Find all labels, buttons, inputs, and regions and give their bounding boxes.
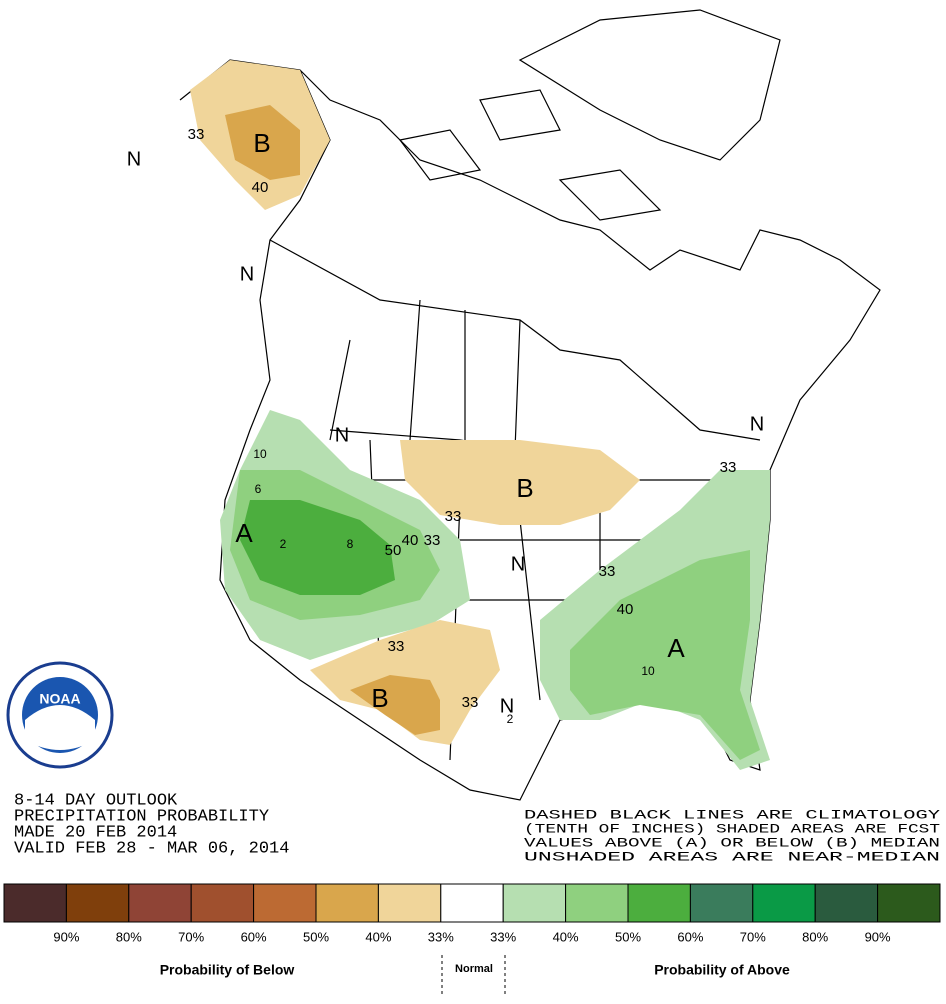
- map-label: B: [371, 683, 388, 713]
- legend-label: 90%: [865, 929, 891, 944]
- map-label: N: [511, 553, 525, 575]
- map-label: 6: [255, 482, 262, 496]
- legend-label: 70%: [178, 929, 204, 944]
- map-label: 33: [599, 563, 616, 580]
- map-label: 40: [252, 179, 269, 196]
- note-line: VALUES ABOVE (A) OR BELOW (B) MEDIAN: [524, 835, 940, 850]
- legend-above: Probability of Above: [654, 962, 790, 978]
- legend-label: 90%: [53, 929, 79, 944]
- map-label: 10: [641, 664, 655, 678]
- map-label: N: [500, 695, 514, 717]
- map-label: A: [235, 518, 253, 548]
- legend-swatch: [440, 883, 504, 923]
- note-line: UNSHADED AREAS ARE NEAR-MEDIAN: [524, 849, 940, 864]
- outlook-line: VALID FEB 28 - MAR 06, 2014: [14, 839, 289, 858]
- legend-label: 33%: [428, 929, 454, 944]
- outlook-line: PRECIPITATION PROBABILITY: [14, 807, 269, 826]
- note-line: (TENTH OF INCHES) SHADED AREAS ARE FCST: [524, 821, 940, 836]
- legend-swatch: [565, 883, 629, 923]
- map-label: 33: [424, 532, 441, 549]
- legend-swatch: [253, 883, 317, 923]
- map-label: N: [335, 424, 349, 446]
- legend-label: 80%: [802, 929, 828, 944]
- legend-label: 40%: [365, 929, 391, 944]
- map-label: 50: [385, 542, 402, 559]
- map-label: 33: [462, 694, 479, 711]
- legend-swatch: [689, 883, 754, 923]
- logo-text: NOAA: [39, 691, 80, 707]
- legend-swatch: [65, 883, 130, 923]
- legend-normal: Normal: [455, 963, 493, 975]
- legend-swatch: [377, 883, 442, 923]
- legend-swatch: [627, 883, 691, 923]
- legend-label: 40%: [553, 929, 579, 944]
- legend-label: 60%: [677, 929, 703, 944]
- map-label: 33: [388, 638, 405, 655]
- legend-label: 70%: [740, 929, 766, 944]
- map-label: 8: [347, 537, 354, 551]
- legend-label: 80%: [116, 929, 142, 944]
- map-label: B: [516, 473, 533, 503]
- legend-swatch: [190, 883, 255, 923]
- map-label: N: [240, 263, 254, 285]
- map-label: 40: [617, 601, 634, 618]
- legend-swatch: [128, 883, 192, 923]
- map-label: 33: [720, 459, 737, 476]
- map-label: 2: [280, 537, 287, 551]
- legend-swatch: [315, 883, 379, 923]
- note-line: DASHED BLACK LINES ARE CLIMATOLOGY: [524, 807, 940, 822]
- shaded-areas: [190, 60, 770, 770]
- outlook-line: 8-14 DAY OUTLOOK: [14, 791, 178, 810]
- legend-swatch: [814, 883, 879, 923]
- map-label: 40: [402, 532, 419, 549]
- map-label: 2: [507, 712, 514, 726]
- map-label: 33: [188, 126, 205, 143]
- map-label: N: [127, 148, 141, 170]
- legend-swatch: [3, 883, 67, 923]
- outlook-line: MADE 20 FEB 2014: [14, 823, 177, 842]
- map-label: N: [750, 413, 764, 435]
- noaa-logo: NOAA: [6, 661, 114, 769]
- map-label: 10: [253, 447, 267, 461]
- map-label: 33: [445, 508, 462, 525]
- map-label: B: [253, 128, 270, 158]
- legend-label: 50%: [303, 929, 329, 944]
- legend-swatch: [877, 883, 941, 923]
- legend-label: 50%: [615, 929, 641, 944]
- legend-swatch: [502, 883, 567, 923]
- legend-label: 60%: [241, 929, 267, 944]
- map-label: A: [667, 633, 685, 663]
- legend-swatch: [752, 883, 816, 923]
- legend-label: 33%: [490, 929, 516, 944]
- legend-below: Probability of Below: [160, 962, 295, 978]
